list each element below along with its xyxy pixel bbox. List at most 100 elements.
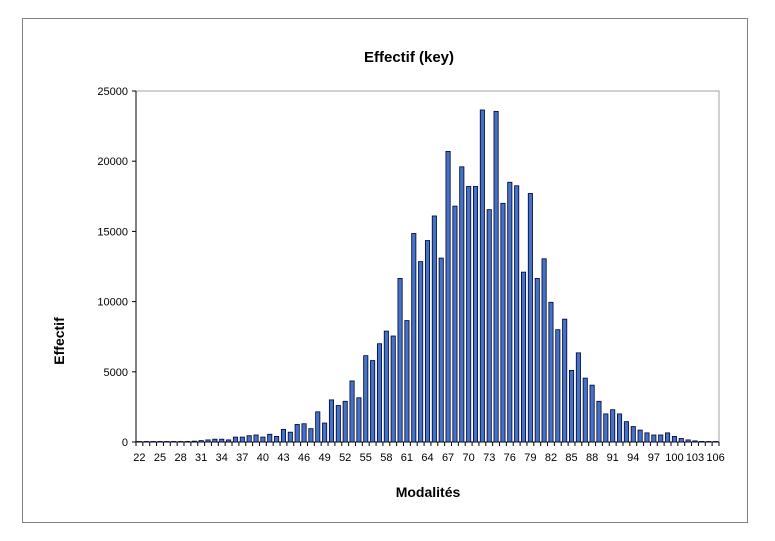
bar [651,434,657,443]
bar [534,278,540,443]
bar [315,411,321,443]
bar [136,441,142,443]
x-tick-label: 40 [257,452,269,464]
bar [459,166,465,443]
x-tick-label: 22 [133,452,145,464]
bar [644,432,650,443]
x-tick-label: 58 [380,452,392,464]
bar [294,424,300,443]
bar [191,440,197,443]
bar [287,431,293,443]
bar [322,422,328,443]
x-tick-label: 85 [565,452,577,464]
bar [397,278,403,443]
chart-svg: Effectif (key) Effectif Modalités 0 5000 1… [51,49,725,500]
bar [500,202,506,443]
x-tick-label: 37 [236,452,248,464]
x-tick-label: 46 [298,452,310,464]
bar [623,421,629,443]
bar [452,205,458,443]
y-tick-label: 5000 [104,367,128,379]
bar [383,330,389,443]
bar [589,384,595,443]
bar [527,193,533,443]
bar [150,441,156,443]
bar [342,400,348,443]
bar [569,369,575,443]
y-tick-label: 15000 [97,226,128,238]
bar [692,440,698,443]
chart-frame: Effectif (key) Effectif Modalités 0 5000 1… [22,18,748,523]
bar [575,352,581,443]
bar [617,413,623,443]
bar [274,435,280,443]
x-tick-label: 25 [154,452,166,464]
x-tick-label: 97 [648,452,660,464]
x-tick-label: 76 [504,452,516,464]
bar [685,439,691,443]
bar [713,441,719,443]
bar [671,435,677,443]
bar [562,318,568,443]
bar [370,360,376,443]
bar [418,261,424,443]
bar [239,436,245,443]
x-tick-label: 88 [586,452,598,464]
bar [438,257,444,443]
bar [219,438,225,443]
x-tick-label: 94 [627,452,639,464]
bar [226,439,232,443]
x-tick-label: 82 [545,452,557,464]
bar [184,441,190,443]
bar [171,441,177,443]
bar [404,320,410,443]
bar [349,380,355,443]
bar [699,441,705,443]
bar [164,441,170,443]
bar [431,215,437,443]
bar [582,377,588,443]
bar [706,441,712,443]
y-tick-label: 20000 [97,156,128,168]
x-tick-label: 64 [421,452,433,464]
bar [328,399,335,443]
bar [658,434,664,443]
x-axis-title: Modalités [396,484,461,500]
bar [541,258,547,443]
x-tick-label: 28 [174,452,186,464]
x-tick-label: 49 [318,452,330,464]
bar [198,440,204,443]
bar [520,271,527,443]
bar [555,329,561,443]
bar [232,436,238,443]
bar [637,429,643,443]
bar [486,209,492,443]
bar [253,434,259,443]
bar [356,397,362,443]
bar [596,400,602,443]
bar [376,343,383,443]
bar [466,186,472,443]
bar [548,301,554,443]
x-tick-label: 103 [686,452,704,464]
bar [212,438,218,443]
bar [493,110,499,443]
chart-title: Effectif (key) [364,49,454,66]
y-tick-label: 25000 [97,86,128,98]
x-tick-label: 55 [360,452,372,464]
bar [665,432,671,443]
bar [246,435,252,443]
y-tick-label: 0 [122,437,128,449]
bar [335,405,341,443]
bar [603,413,609,443]
x-tick-label: 34 [216,452,228,464]
bar-series [136,109,719,443]
bar [472,186,479,443]
bar [390,335,396,443]
bar [205,439,211,443]
bar [678,438,684,443]
x-tick-label: 91 [607,452,619,464]
x-tick-label: 70 [463,452,475,464]
bar [308,428,314,443]
x-tick-label: 31 [195,452,207,464]
